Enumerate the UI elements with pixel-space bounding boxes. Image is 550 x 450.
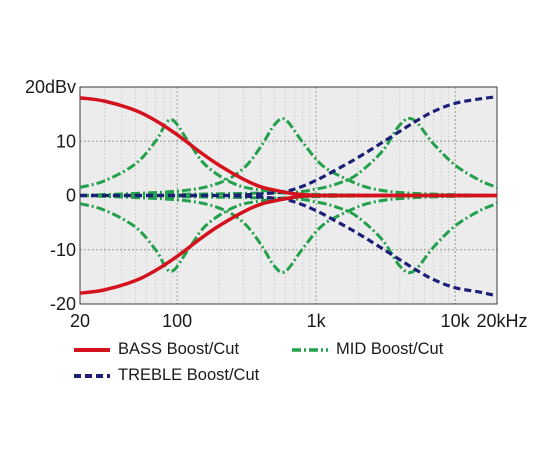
legend-item-treble: TREBLE Boost/Cut — [74, 366, 259, 385]
series-curve-bass-1 — [79, 193, 497, 295]
y-tick-label: 0 — [66, 186, 76, 206]
x-tick-label: 10k — [441, 311, 471, 331]
series-curve-mid-2 — [79, 117, 498, 197]
x-tick-label: 20 — [70, 311, 90, 331]
x-tick-label: 100 — [162, 311, 192, 331]
series-curve-mid-3 — [79, 194, 498, 274]
legend-label-treble: TREBLE Boost/Cut — [118, 366, 260, 384]
legend-item-mid: MID Boost/Cut — [292, 340, 443, 359]
x-tick-label: 20kHz — [476, 311, 527, 331]
series-curve-mid-5 — [79, 194, 498, 275]
legend-label-mid: MID Boost/Cut — [336, 340, 444, 358]
series-layer — [79, 95, 498, 298]
series-curve-treble-1 — [79, 193, 498, 298]
y-tick-label: -20 — [50, 294, 76, 314]
legend-swatch-bass — [74, 347, 110, 352]
y-tick-label: 20dBv — [25, 77, 76, 97]
legend-swatch-mid — [292, 347, 328, 352]
legend-label-bass: BASS Boost/Cut — [118, 340, 240, 358]
series-curve-mid-4 — [79, 116, 498, 197]
legend-swatch-treble — [74, 373, 110, 378]
y-tick-label: 10 — [56, 131, 76, 151]
x-tick-label: 1k — [307, 311, 327, 331]
y-tick-label: -10 — [50, 240, 76, 260]
legend-item-bass: BASS Boost/Cut — [74, 340, 239, 359]
series-curve-treble-0 — [79, 95, 498, 198]
